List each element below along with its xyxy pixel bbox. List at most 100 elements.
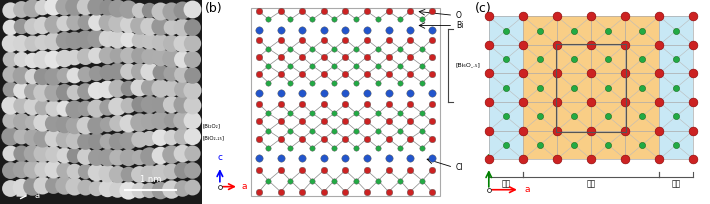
Point <box>373 129 384 132</box>
Point <box>187 185 198 189</box>
Point <box>143 137 155 140</box>
Point <box>383 120 394 123</box>
Point <box>101 53 112 57</box>
Point <box>603 86 614 89</box>
Point <box>395 129 406 132</box>
Point <box>297 190 308 193</box>
Point <box>361 72 373 75</box>
Point <box>37 23 48 27</box>
Point <box>329 64 340 67</box>
Point <box>637 143 648 146</box>
Point <box>339 55 351 58</box>
Point <box>351 47 362 50</box>
Point <box>318 169 329 172</box>
Point <box>26 151 37 154</box>
Point <box>143 119 155 122</box>
Point <box>101 123 112 126</box>
Point <box>483 129 494 132</box>
Point <box>297 120 308 123</box>
Point <box>37 58 48 61</box>
Point <box>143 39 155 43</box>
Point <box>329 18 340 21</box>
Point <box>37 6 48 9</box>
Point <box>339 190 351 193</box>
Point <box>80 139 91 142</box>
Text: a: a <box>34 191 40 200</box>
Point <box>351 18 362 21</box>
Point <box>111 37 123 40</box>
Polygon shape <box>488 131 523 159</box>
Point <box>143 9 155 12</box>
Point <box>58 168 70 171</box>
Point <box>688 72 699 75</box>
Point <box>297 55 308 58</box>
Point <box>339 156 351 160</box>
Point <box>58 21 70 25</box>
Point <box>165 9 177 12</box>
Polygon shape <box>488 16 523 45</box>
Point <box>37 90 48 93</box>
Point <box>4 25 16 29</box>
Point <box>339 28 351 31</box>
Point <box>275 156 286 160</box>
Point <box>383 55 394 58</box>
Point <box>395 81 406 84</box>
Point <box>688 157 699 161</box>
Point <box>80 72 91 75</box>
Point <box>568 143 579 146</box>
Point <box>285 81 296 84</box>
Point <box>154 40 165 43</box>
Point <box>551 100 562 104</box>
Point <box>339 91 351 94</box>
Text: [BiO₂.₂₅]: [BiO₂.₂₅] <box>202 135 224 140</box>
Point <box>154 171 165 174</box>
Text: 萝石: 萝石 <box>672 180 681 188</box>
Point <box>154 153 165 156</box>
Polygon shape <box>488 102 523 131</box>
Point <box>133 8 144 11</box>
Point <box>275 120 286 123</box>
Point <box>143 70 155 73</box>
Point <box>426 91 437 94</box>
Point <box>15 135 26 138</box>
Point <box>4 8 16 11</box>
Point <box>307 146 318 150</box>
Point <box>165 170 177 173</box>
Point <box>111 122 123 125</box>
Point <box>297 91 308 94</box>
Point <box>318 28 329 31</box>
Point <box>405 91 416 94</box>
Point <box>318 120 329 123</box>
Point <box>361 190 373 193</box>
Point <box>426 28 437 31</box>
Point <box>58 74 70 77</box>
Point <box>426 169 437 172</box>
Point <box>405 137 416 140</box>
Point <box>586 157 597 161</box>
Point <box>297 169 308 172</box>
Point <box>48 122 59 125</box>
Point <box>383 28 394 31</box>
Point <box>318 91 329 94</box>
Point <box>671 115 682 118</box>
Polygon shape <box>591 131 626 159</box>
Point <box>307 112 318 115</box>
Point <box>101 21 112 24</box>
Point <box>517 72 528 75</box>
Polygon shape <box>591 102 626 131</box>
Point <box>620 129 631 132</box>
Point <box>80 155 91 158</box>
Text: (b): (b) <box>205 2 223 15</box>
Text: O: O <box>456 11 462 20</box>
Point <box>275 55 286 58</box>
Point <box>122 38 133 41</box>
Point <box>500 143 511 146</box>
Point <box>361 28 373 31</box>
Point <box>417 146 428 150</box>
Text: 1 nm: 1 nm <box>140 175 161 184</box>
Point <box>253 137 265 140</box>
Point <box>383 72 394 75</box>
Point <box>133 23 144 27</box>
Point <box>361 137 373 140</box>
Point <box>15 73 26 77</box>
